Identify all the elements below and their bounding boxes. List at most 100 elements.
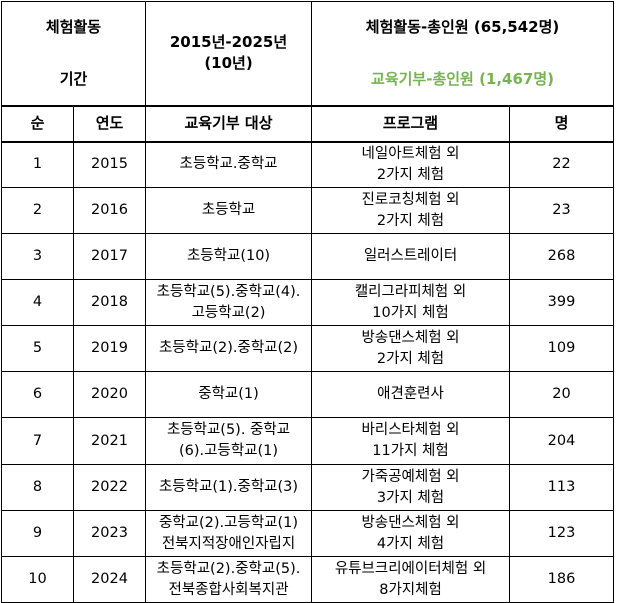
row-number: 7 bbox=[1, 417, 74, 465]
row-target: 초등학교(2).중학교(2) bbox=[145, 325, 313, 372]
row-year: 2022 bbox=[72, 464, 147, 511]
row-target: 초등학교(5). 중학교 (6).고등학교(1) bbox=[145, 417, 313, 465]
row-target-line: 초등학교.중학교 bbox=[179, 156, 278, 173]
row-program-line: 2가지 체험 bbox=[376, 350, 445, 367]
row-target-line: 초등학교(5). 중학교 bbox=[166, 422, 291, 438]
period-label: 기간 bbox=[0, 53, 147, 106]
row-count: 23 bbox=[509, 187, 615, 234]
row-number: 10 bbox=[1, 556, 74, 603]
row-target-line: 초등학교(1).중학교(3) bbox=[158, 479, 299, 495]
donation-total: 교육기부-총인원 (1,467명) bbox=[311, 53, 615, 106]
col-count: 명 bbox=[509, 104, 615, 143]
row-target-line: (6).고등학교(1) bbox=[178, 443, 279, 459]
table-row: 3 2017 초등학교(10) 일러스트레이터 268 bbox=[1, 233, 615, 280]
row-target-line: 전북지적장애인자립지 bbox=[161, 535, 296, 552]
row-year: 2016 bbox=[72, 187, 147, 234]
row-program-line: 2가지 체험 bbox=[376, 166, 445, 183]
row-program: 캘리그라피체험 외 10가지 체험 bbox=[311, 279, 511, 326]
row-program-line: 진로코칭체험 외 bbox=[361, 191, 460, 208]
row-program: 가죽공예체험 외 3가지 체험 bbox=[311, 464, 511, 511]
row-count: 109 bbox=[509, 325, 615, 372]
row-year: 2024 bbox=[72, 556, 147, 603]
row-target-line: 중학교(1) bbox=[198, 386, 259, 402]
col-no: 순 bbox=[1, 104, 74, 143]
period-range: 2015년-2025년 (10년) bbox=[145, 1, 313, 106]
row-target: 중학교(2).고등학교(1) 전북지적장애인자립지 bbox=[145, 510, 313, 557]
row-target: 초등학교.중학교 bbox=[145, 141, 313, 188]
col-program: 프로그램 bbox=[311, 104, 511, 143]
activity-label: 체험활동 bbox=[0, 1, 147, 54]
row-target: 초등학교(5).중학교(4). 고등학교(2) bbox=[145, 279, 313, 326]
row-year: 2020 bbox=[72, 371, 147, 418]
row-number: 6 bbox=[1, 371, 74, 418]
row-program: 일러스트레이터 bbox=[311, 233, 511, 280]
row-number: 5 bbox=[1, 325, 74, 372]
row-program-line: 일러스트레이터 bbox=[363, 248, 458, 264]
row-number: 2 bbox=[1, 187, 74, 234]
column-header-row: 순 연도 교육기부 대상 프로그램 명 bbox=[1, 104, 615, 143]
row-count: 399 bbox=[509, 279, 615, 326]
row-program-line: 네일아트체험 외 bbox=[361, 145, 460, 162]
table-row: 1 2015 초등학교.중학교 네일아트체험 외 2가지 체험 22 bbox=[1, 141, 615, 188]
row-target: 초등학교(10) bbox=[145, 233, 313, 280]
row-program-line: 방송댄스체험 외 bbox=[361, 329, 460, 346]
row-target-line: 초등학교(2).중학교(5). bbox=[156, 560, 301, 577]
row-target-line: 초등학교 bbox=[201, 202, 256, 218]
row-year: 2018 bbox=[72, 279, 147, 326]
row-count: 20 bbox=[509, 371, 615, 418]
row-program-line: 10가지 체험 bbox=[372, 304, 449, 321]
row-program-line: 유튜브크리에이터체험 외 bbox=[334, 560, 487, 577]
row-target-line: 고등학교(2) bbox=[191, 304, 266, 321]
row-target-line: 초등학교(10) bbox=[186, 248, 271, 264]
row-number: 4 bbox=[1, 279, 74, 326]
row-number: 3 bbox=[1, 233, 74, 280]
row-count: 186 bbox=[509, 556, 615, 603]
table-row: 5 2019 초등학교(2).중학교(2) 방송댄스체험 외 2가지 체험 109 bbox=[1, 325, 615, 372]
col-target: 교육기부 대상 bbox=[145, 104, 313, 143]
row-target: 초등학교 bbox=[145, 187, 313, 234]
row-program-line: 방송댄스체험 외 bbox=[361, 514, 460, 531]
row-count: 204 bbox=[509, 417, 615, 465]
row-year: 2017 bbox=[72, 233, 147, 280]
row-count: 113 bbox=[509, 464, 615, 511]
row-program: 유튜브크리에이터체험 외 8가지체험 bbox=[311, 556, 511, 603]
row-count: 123 bbox=[509, 510, 615, 557]
row-program-line: 3가지 체험 bbox=[376, 489, 445, 506]
row-program: 바리스타체험 외 11가지 체험 bbox=[311, 417, 511, 465]
row-program-line: 2가지 체험 bbox=[376, 212, 445, 229]
table-row: 4 2018 초등학교(5).중학교(4). 고등학교(2) 캘리그라피체험 외 10가지… bbox=[1, 279, 615, 326]
row-year: 2023 bbox=[72, 510, 147, 557]
row-target: 초등학교(1).중학교(3) bbox=[145, 464, 313, 511]
row-year: 2019 bbox=[72, 325, 147, 372]
row-count: 268 bbox=[509, 233, 615, 280]
row-count: 22 bbox=[509, 141, 615, 188]
row-program-line: 11가지 체험 bbox=[372, 443, 449, 459]
row-target-line: 초등학교(5).중학교(4). bbox=[156, 283, 301, 300]
activity-total: 체험활동-총인원 (65,542명) bbox=[311, 1, 615, 54]
row-number: 1 bbox=[1, 141, 74, 188]
col-year: 연도 bbox=[72, 104, 147, 143]
row-program-line: 4가지 체험 bbox=[376, 535, 445, 552]
row-number: 9 bbox=[1, 510, 74, 557]
row-program-line: 바리스타체험 외 bbox=[361, 422, 460, 438]
period-line-1: 2015년-2025년 bbox=[169, 33, 288, 52]
row-number: 8 bbox=[1, 464, 74, 511]
row-program: 방송댄스체험 외 2가지 체험 bbox=[311, 325, 511, 372]
table-row: 7 2021 초등학교(5). 중학교 (6).고등학교(1) 바리스타체험 외 11가지… bbox=[1, 417, 615, 465]
row-program-line: 가죽공예체험 외 bbox=[361, 468, 460, 485]
period-line-2: (10년) bbox=[204, 54, 253, 73]
row-program-line: 8가지체험 bbox=[379, 581, 442, 598]
row-target-line: 초등학교(2).중학교(2) bbox=[158, 340, 299, 356]
row-target-line: 전북종합사회복지관 bbox=[168, 581, 289, 598]
row-program: 방송댄스체험 외 4가지 체험 bbox=[311, 510, 511, 557]
row-program-line: 애견훈련사 bbox=[377, 386, 444, 402]
table-row: 6 2020 중학교(1) 애견훈련사 20 bbox=[1, 371, 615, 418]
table-row: 10 2024 초등학교(2).중학교(5). 전북종합사회복지관 유튜브크리에이터체험… bbox=[1, 556, 615, 603]
row-program: 진로코칭체험 외 2가지 체험 bbox=[311, 187, 511, 234]
row-program: 애견훈련사 bbox=[311, 371, 511, 418]
table-row: 2 2016 초등학교 진로코칭체험 외 2가지 체험 23 bbox=[1, 187, 615, 234]
row-year: 2021 bbox=[72, 417, 147, 465]
table-row: 8 2022 초등학교(1).중학교(3) 가죽공예체험 외 3가지 체험 113 bbox=[1, 464, 615, 511]
row-target: 중학교(1) bbox=[145, 371, 313, 418]
